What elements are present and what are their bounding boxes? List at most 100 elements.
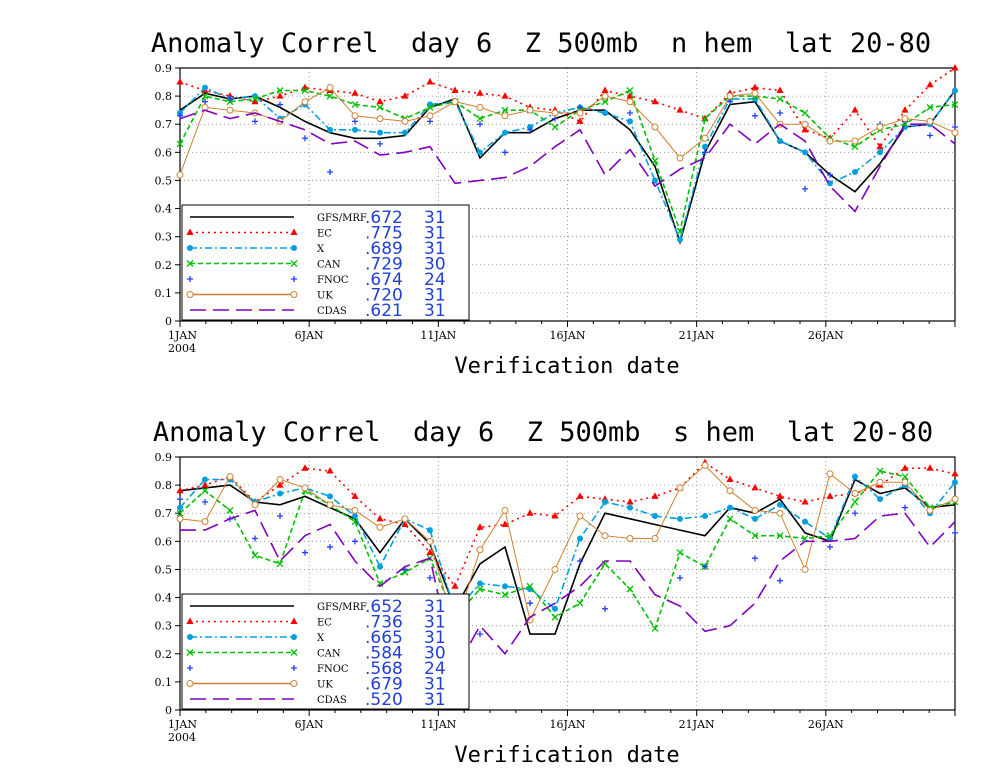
data-point (277, 490, 283, 497)
data-point (377, 563, 383, 570)
data-point (302, 135, 308, 142)
legend-item: CDAS .621 31 (190, 301, 446, 321)
data-point (726, 92, 734, 100)
data-point (801, 120, 809, 128)
data-point (701, 115, 709, 123)
legend-marker (186, 680, 194, 687)
y-tick-label: 0.4 (155, 203, 173, 216)
data-point (626, 535, 634, 543)
data-point (426, 537, 434, 545)
data-point (301, 484, 309, 492)
data-point (752, 112, 758, 119)
legend-item: CDAS .520 31 (190, 690, 446, 710)
data-point (826, 470, 834, 478)
series-gfs-mrf (179, 90, 956, 246)
data-point (602, 109, 608, 116)
data-point (476, 585, 484, 593)
data-point (527, 600, 533, 607)
data-point (676, 227, 684, 235)
data-point (302, 549, 308, 556)
data-point (827, 171, 833, 178)
series-line (179, 475, 956, 614)
data-point (576, 117, 584, 124)
data-point (651, 492, 659, 499)
legend-series-name: UK (317, 680, 333, 691)
data-point (477, 631, 483, 638)
data-point (276, 475, 284, 483)
data-point (351, 101, 359, 109)
legend-count: 31 (424, 628, 446, 648)
x-tick-label: 16JAN (550, 329, 586, 342)
data-point (501, 92, 509, 99)
data-point (526, 582, 534, 590)
data-point (476, 103, 484, 111)
legend-marker (187, 634, 193, 640)
data-point (576, 109, 584, 117)
x-axis-label: Verification date (454, 743, 679, 768)
legend-marker (186, 260, 194, 267)
data-point (502, 149, 508, 156)
legend-series-name: UK (317, 291, 333, 302)
data-point (626, 497, 634, 505)
data-point (676, 154, 684, 162)
data-point (526, 106, 534, 114)
data-point (651, 625, 659, 632)
data-point (852, 169, 858, 176)
legend-marker (187, 245, 193, 251)
data-point (651, 535, 659, 543)
data-point (801, 109, 809, 117)
data-point (201, 92, 209, 100)
data-point (201, 481, 209, 488)
data-point (501, 506, 509, 514)
legend-marker (291, 245, 297, 251)
data-point (201, 518, 209, 526)
data-point (451, 582, 459, 589)
data-point (877, 496, 883, 503)
legend-score: .584 (365, 644, 403, 664)
legend-marker (187, 665, 193, 671)
data-point (952, 87, 958, 94)
data-point (852, 510, 858, 517)
legend-score: .520 (365, 690, 403, 710)
data-point (226, 106, 234, 114)
data-point (326, 84, 334, 92)
data-point (926, 103, 934, 111)
data-point (176, 140, 184, 148)
data-point (551, 109, 559, 117)
data-point (951, 129, 959, 137)
data-point (552, 605, 558, 612)
data-point (627, 504, 633, 511)
data-point (551, 512, 559, 519)
data-point (551, 565, 559, 573)
y-tick-label: 0.5 (155, 563, 173, 576)
data-point (701, 134, 709, 142)
data-point (427, 118, 433, 125)
data-point (276, 560, 284, 568)
data-point (777, 109, 783, 116)
data-point (601, 532, 609, 540)
legend-count: 24 (424, 659, 446, 679)
data-point (176, 78, 184, 85)
data-point (727, 504, 733, 511)
data-point (676, 106, 684, 113)
data-point (926, 464, 934, 471)
series-line (179, 89, 956, 234)
x-tick-label: 6JAN (295, 329, 324, 342)
data-point (627, 109, 633, 116)
y-axis: 0 0.1 0.2 0.3 0.4 0.5 0.6 0.7 0.8 0.9 (155, 451, 180, 717)
data-point (476, 523, 484, 530)
legend-marker (186, 228, 194, 235)
series-line (179, 67, 956, 149)
data-point (626, 98, 634, 106)
series-line (179, 464, 956, 631)
data-point (301, 98, 309, 106)
chart-south-hemisphere: Anomaly Correl day 6 Z 500mb s hem lat 2… (153, 417, 959, 768)
data-point (751, 506, 759, 514)
legend-marker (290, 260, 298, 267)
data-point (851, 106, 859, 113)
data-point (777, 501, 783, 508)
data-point (402, 129, 408, 136)
data-point (426, 78, 434, 85)
